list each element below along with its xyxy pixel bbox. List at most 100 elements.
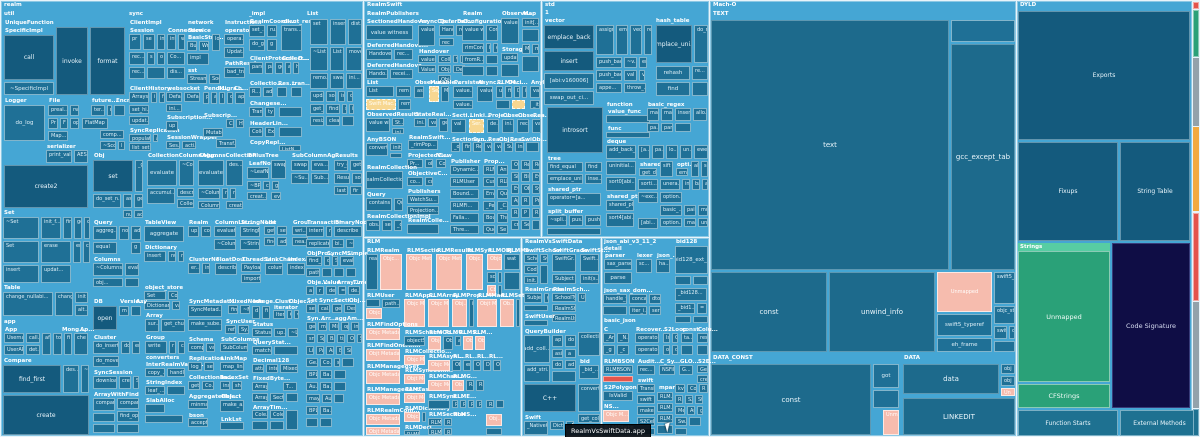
ch-sethi-box[interactable]: set_hi... [129,105,149,114]
sst2-inits-box[interactable]: init(s... [580,274,599,284]
rp-obj-box[interactable]: Obj... [452,299,467,327]
obj-set-box[interactable]: set [93,160,133,192]
pp-env-box[interactable]: Env... [483,189,495,199]
msc-kv-box[interactable]: kv [675,384,685,393]
c-ar-box[interactable]: _Ar... [603,333,615,343]
ia-index-box[interactable]: index... [287,263,305,275]
rlmu-header[interactable]: RLMU... [445,330,469,336]
realm-header[interactable]: realm [4,2,22,8]
cca-collec-box[interactable]: Collec... [177,199,194,208]
dq-un-box[interactable]: un... [680,145,692,159]
csy-header[interactable]: C_Sy... [660,359,681,365]
li-set-box[interactable]: set [310,19,328,45]
rlms2-header[interactable]: RLMS... [453,412,477,418]
br-mat1-box[interactable]: mat [647,108,659,121]
print-value-box[interactable]: print_value [46,150,72,163]
rlmsync2-header[interactable]: RLMSync... [429,394,464,400]
tr-inse-box[interactable]: inse... [585,174,602,184]
sliver-gray2[interactable] [1193,302,1199,408]
dq-exc-box[interactable]: ~exc... [638,192,658,203]
as-value-box[interactable]: value... [477,86,493,102]
simple-header[interactable]: Simple... [347,251,375,257]
aud-rec-box[interactable]: rec... [637,365,655,375]
v-vd-box[interactable]: ~v... [624,57,637,68]
g-x6-box[interactable] [320,418,332,427]
value-header[interactable]: Value [323,280,341,286]
realm-sub-header[interactable]: Realm [189,220,209,226]
s2l-c-box[interactable]: C [672,333,678,343]
floatdou-header[interactable]: FloatDou... [216,257,251,263]
t-fill-box[interactable] [526,142,539,152]
fixedbyte-header[interactable]: FixedByte... [253,376,291,382]
ch-arrays-box[interactable]: Arrays [129,92,149,103]
parser-header[interactable]: parser [605,253,626,259]
clusterno-header[interactable]: ClusterNo... [189,257,226,263]
rs2-rimpop-box[interactable]: _rimPop... [408,140,438,150]
rsec-objcmet-box[interactable]: Objc Met... [406,254,432,290]
rec-operator1-box[interactable]: operator [635,333,659,343]
operator-header[interactable]: operator [225,28,252,34]
s2p-isvalid-box[interactable]: IsValid [603,391,633,401]
format-box[interactable]: format [90,27,125,95]
hl-colle-box[interactable]: Colle... [249,127,263,137]
cols-x-box[interactable] [125,278,139,287]
ss-downloa-box[interactable]: downloa... [93,376,117,389]
sb-pushf-box[interactable]: push_f... [585,215,601,226]
d-header[interactable]: D... [298,56,309,62]
dq-ba-box[interactable]: ba [692,179,700,190]
map2-header[interactable]: Map [523,11,537,17]
mpark-header[interactable]: mpark [659,385,679,391]
changese-header[interactable]: Changese... [250,101,287,107]
obje-header[interactable]: Obje... [307,280,328,286]
bn-re-box[interactable]: re [326,226,332,237]
rlmarray-header[interactable]: RLMArray [429,293,460,299]
cn-in-box[interactable]: in [202,263,210,274]
obj-ad-box[interactable]: ad [134,210,143,218]
q-ad-box[interactable]: ad... [131,226,141,240]
dc-x1-box[interactable] [873,390,899,408]
set-erase-box[interactable]: erase [41,241,71,263]
rr-x2-box[interactable] [334,268,344,277]
cl-column-box[interactable]: ~Colum... [214,239,236,250]
cb-co-box[interactable]: Co... [202,381,214,390]
tbl-changenullabi-box[interactable]: change_nullabi... [3,292,53,316]
swiftgrade-header[interactable]: SwiftGrade [553,248,588,254]
observedresults-header[interactable]: ObservedResults [367,112,420,118]
ssch-x-box[interactable] [540,265,548,284]
mu-se-box[interactable]: Se... [429,86,439,102]
t-rea-box[interactable]: Rea [473,142,482,152]
arr3-header[interactable]: Arr... [321,316,337,322]
observa-header[interactable]: Observa... [413,79,447,86]
gr14-box[interactable]: P [521,208,530,218]
par-saxparse-box[interactable]: sax_parse... [604,259,632,270]
cp-h-box[interactable]: h [293,62,299,74]
set-header[interactable]: Set [4,210,15,216]
msc-9-box[interactable]: RLM... [657,414,673,423]
list3-header[interactable]: List [367,80,379,86]
rlmsectio-header[interactable]: RLMSectio... [407,248,446,254]
g-ge-box[interactable]: ge... [332,304,342,313]
jsonsaxdom-header[interactable]: json_sax_dom... [604,288,653,294]
su-sy-box[interactable]: Sy... [238,325,249,334]
g-r-box[interactable]: r [316,286,324,295]
sliver-orange[interactable] [1193,127,1199,211]
rs-fill3-box[interactable] [501,64,519,77]
sh2-getd-box[interactable]: get_d... [639,168,657,176]
pc-pr-box[interactable]: Pr... [407,159,423,168]
cpp-box[interactable]: C++ [524,384,576,412]
publisher-header[interactable]: Publisher [451,159,481,165]
linkchain-header[interactable]: LinkChain [266,257,297,263]
sess-pr-box[interactable]: pr [129,34,141,50]
rl-fill2-box[interactable] [496,400,504,408]
tv-aggregate-box[interactable]: aggregate [144,226,184,242]
dh2-recei-box[interactable]: recei... [390,69,413,79]
li-swap-box[interactable]: swap [330,73,344,89]
cc-evaluate-box[interactable]: evaluate [198,160,224,186]
dq-un2-box[interactable]: un... [698,218,708,227]
dq-sort0-box[interactable]: sort0[abi... [606,177,636,191]
oper-updat-box[interactable]: Updat... [224,47,244,58]
dc-d-box[interactable]: D [514,86,520,98]
li-get-box[interactable]: get_... [310,104,324,114]
text-box[interactable]: text [711,20,949,270]
r3-obj3-box[interactable]: Obj... [475,336,485,350]
